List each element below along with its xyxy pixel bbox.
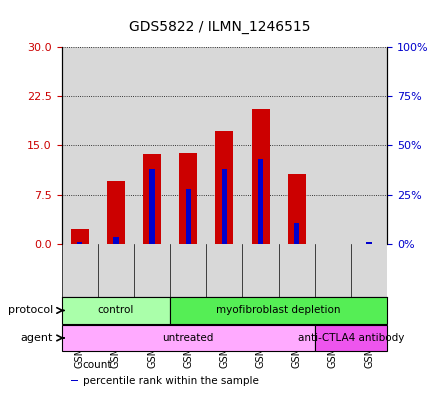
- Text: count: count: [83, 360, 112, 370]
- Text: untreated: untreated: [162, 333, 214, 343]
- Bar: [71, 229, 89, 244]
- Text: anti-CTLA4 antibody: anti-CTLA4 antibody: [298, 333, 404, 343]
- Bar: [294, 223, 300, 244]
- Text: myofibroblast depletion: myofibroblast depletion: [216, 305, 341, 316]
- Bar: [288, 174, 306, 244]
- Bar: [222, 169, 227, 244]
- Bar: [215, 131, 234, 244]
- Text: control: control: [98, 305, 134, 316]
- Bar: [71, 380, 78, 381]
- Bar: [186, 189, 191, 244]
- Bar: [62, 297, 170, 324]
- Bar: [367, 242, 372, 244]
- Text: protocol: protocol: [7, 305, 53, 316]
- Bar: [252, 109, 270, 244]
- Bar: [113, 237, 119, 244]
- Bar: [143, 154, 161, 244]
- Bar: [315, 325, 387, 351]
- Text: percentile rank within the sample: percentile rank within the sample: [83, 376, 259, 386]
- Bar: [77, 242, 82, 244]
- Bar: [179, 153, 197, 244]
- Text: agent: agent: [20, 333, 53, 343]
- Bar: [107, 182, 125, 244]
- Bar: [258, 159, 263, 244]
- Bar: [170, 297, 387, 324]
- Bar: [62, 325, 315, 351]
- Bar: [149, 169, 155, 244]
- Text: GDS5822 / ILMN_1246515: GDS5822 / ILMN_1246515: [129, 20, 311, 34]
